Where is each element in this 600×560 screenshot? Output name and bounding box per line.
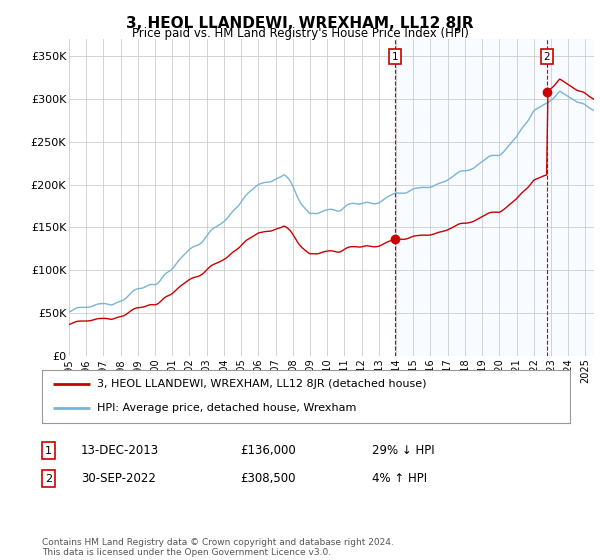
Text: Contains HM Land Registry data © Crown copyright and database right 2024.
This d: Contains HM Land Registry data © Crown c…: [42, 538, 394, 557]
Text: 1: 1: [45, 446, 52, 456]
Text: £136,000: £136,000: [240, 444, 296, 458]
Text: 3, HEOL LLANDEWI, WREXHAM, LL12 8JR: 3, HEOL LLANDEWI, WREXHAM, LL12 8JR: [126, 16, 474, 31]
Text: 29% ↓ HPI: 29% ↓ HPI: [372, 444, 434, 458]
Text: 2: 2: [544, 52, 550, 62]
Text: 13-DEC-2013: 13-DEC-2013: [81, 444, 159, 458]
Bar: [395, 39, 594, 356]
Text: HPI: Average price, detached house, Wrexham: HPI: Average price, detached house, Wrex…: [97, 403, 357, 413]
Text: 1: 1: [392, 52, 398, 62]
Text: £308,500: £308,500: [240, 472, 296, 486]
Text: 3, HEOL LLANDEWI, WREXHAM, LL12 8JR (detached house): 3, HEOL LLANDEWI, WREXHAM, LL12 8JR (det…: [97, 379, 427, 389]
Text: 4% ↑ HPI: 4% ↑ HPI: [372, 472, 427, 486]
Text: Price paid vs. HM Land Registry's House Price Index (HPI): Price paid vs. HM Land Registry's House …: [131, 27, 469, 40]
Text: 2: 2: [45, 474, 52, 484]
Text: 30-SEP-2022: 30-SEP-2022: [81, 472, 156, 486]
